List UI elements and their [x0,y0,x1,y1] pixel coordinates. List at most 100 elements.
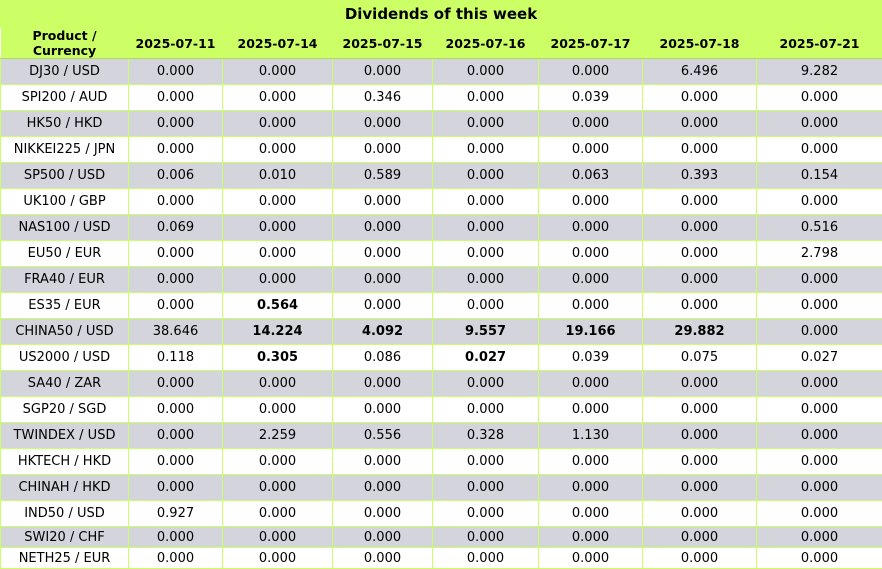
dividend-value-cell: 0.516 [757,215,882,241]
product-cell: UK100 / GBP [1,189,129,215]
dividend-value-cell: 0.000 [643,548,757,569]
dividend-value-cell: 0.000 [129,527,223,548]
column-header-date: 2025-07-17 [539,28,643,59]
page-title: Dividends of this week [0,0,882,28]
product-cell: CHINA50 / USD [1,319,129,345]
dividend-value-cell: 0.000 [223,189,333,215]
dividend-value-cell: 0.006 [129,163,223,189]
column-header-date: 2025-07-15 [333,28,433,59]
product-cell: EU50 / EUR [1,241,129,267]
dividend-value-cell: 0.000 [643,501,757,527]
dividend-value-cell: 0.000 [433,267,539,293]
dividend-value-cell: 0.118 [129,345,223,371]
dividend-value-cell: 0.000 [539,189,643,215]
dividend-value-cell: 0.154 [757,163,882,189]
dividend-value-cell: 14.224 [223,319,333,345]
dividend-value-cell: 0.000 [539,267,643,293]
product-cell: SP500 / USD [1,163,129,189]
dividend-value-cell: 0.305 [223,345,333,371]
dividend-value-cell: 0.000 [539,215,643,241]
dividend-value-cell: 0.000 [539,241,643,267]
dividend-value-cell: 0.000 [539,501,643,527]
dividend-value-cell: 0.000 [129,371,223,397]
dividend-value-cell: 0.000 [333,527,433,548]
dividend-value-cell: 0.000 [129,449,223,475]
product-cell: HKTECH / HKD [1,449,129,475]
dividend-value-cell: 0.000 [757,548,882,569]
dividend-value-cell: 0.086 [333,345,433,371]
dividend-value-cell: 0.027 [433,345,539,371]
product-cell: SWI20 / CHF [1,527,129,548]
dividends-panel: Dividends of this week Product / Currenc… [0,0,882,555]
dividend-value-cell: 0.000 [333,548,433,569]
dividend-value-cell: 0.000 [643,241,757,267]
product-cell: IND50 / USD [1,501,129,527]
dividend-value-cell: 0.063 [539,163,643,189]
dividend-value-cell: 0.000 [539,137,643,163]
dividend-value-cell: 0.000 [129,423,223,449]
dividend-value-cell: 0.000 [757,85,882,111]
dividend-value-cell: 0.069 [129,215,223,241]
dividend-value-cell: 0.000 [433,501,539,527]
table-header: Product / Currency 2025-07-11 2025-07-14… [1,28,882,59]
dividend-value-cell: 0.000 [223,111,333,137]
product-cell: SA40 / ZAR [1,371,129,397]
dividend-value-cell: 0.000 [757,397,882,423]
dividend-value-cell: 0.000 [539,397,643,423]
dividend-value-cell: 0.000 [433,163,539,189]
dividend-value-cell: 0.000 [433,371,539,397]
dividend-value-cell: 0.000 [757,137,882,163]
product-cell: SPI200 / AUD [1,85,129,111]
dividend-value-cell: 0.328 [433,423,539,449]
dividend-value-cell: 0.000 [223,548,333,569]
dividend-value-cell: 1.130 [539,423,643,449]
dividend-value-cell: 0.000 [433,215,539,241]
dividend-value-cell: 0.000 [223,59,333,85]
dividend-value-cell: 0.000 [539,111,643,137]
dividend-value-cell: 0.000 [539,548,643,569]
dividend-value-cell: 0.000 [333,475,433,501]
product-cell: CHINAH / HKD [1,475,129,501]
dividend-value-cell: 0.000 [757,267,882,293]
dividend-value-cell: 0.000 [333,137,433,163]
dividend-value-cell: 6.496 [643,59,757,85]
dividend-value-cell: 0.000 [129,189,223,215]
dividend-value-cell: 0.000 [539,59,643,85]
dividends-table: Product / Currency 2025-07-11 2025-07-14… [0,28,882,569]
dividend-value-cell: 9.282 [757,59,882,85]
product-cell: DJ30 / USD [1,59,129,85]
dividend-value-cell: 0.000 [333,501,433,527]
dividend-value-cell: 0.000 [539,449,643,475]
dividend-value-cell: 0.000 [643,371,757,397]
header-row: Product / Currency 2025-07-11 2025-07-14… [1,28,882,59]
dividend-value-cell: 29.882 [643,319,757,345]
dividend-value-cell: 0.000 [757,371,882,397]
dividend-value-cell: 0.589 [333,163,433,189]
dividend-value-cell: 0.000 [433,241,539,267]
dividend-value-cell: 0.000 [643,189,757,215]
dividend-value-cell: 0.393 [643,163,757,189]
column-header-product: Product / Currency [1,28,129,59]
dividend-value-cell: 0.027 [757,345,882,371]
dividend-value-cell: 0.000 [757,189,882,215]
dividend-value-cell: 0.000 [643,293,757,319]
dividend-value-cell: 0.000 [643,423,757,449]
dividend-value-cell: 0.000 [433,548,539,569]
column-header-date: 2025-07-16 [433,28,539,59]
dividend-value-cell: 0.000 [223,527,333,548]
dividend-value-cell: 0.000 [757,501,882,527]
dividend-value-cell: 0.000 [333,189,433,215]
dividend-value-cell: 0.000 [333,111,433,137]
dividend-value-cell: 0.000 [223,501,333,527]
dividend-value-cell: 0.000 [223,371,333,397]
dividend-value-cell: 0.000 [129,293,223,319]
